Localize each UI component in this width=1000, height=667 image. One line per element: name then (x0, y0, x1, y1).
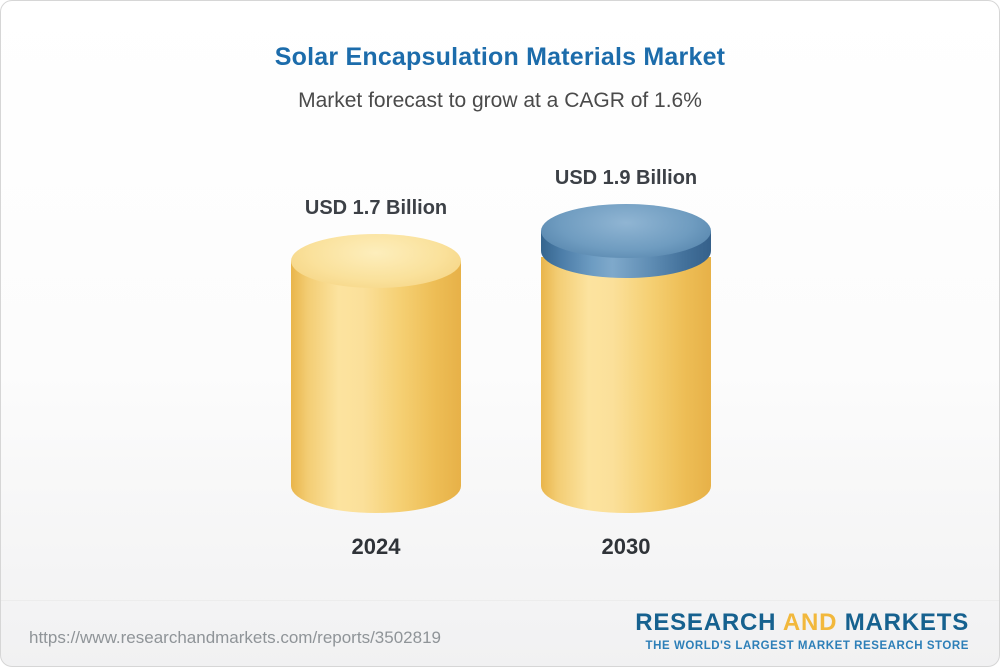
brand-tagline: THE WORLD'S LARGEST MARKET RESEARCH STOR… (645, 640, 969, 652)
axis-label-2024: 2024 (351, 534, 401, 559)
brand-wordmark: RESEARCH AND MARKETS (635, 609, 969, 637)
cylinder-2030-top (541, 204, 711, 258)
report-url-link[interactable]: https://www.researchandmarkets.com/repor… (29, 628, 441, 647)
axis-label-2030: 2030 (601, 534, 651, 559)
footer: https://www.researchandmarkets.com/repor… (1, 600, 999, 666)
brand-word-markets: MARKETS (844, 609, 969, 636)
cylinder-2030-body (541, 257, 711, 513)
value-label-2030: USD 1.9 Billion (554, 167, 698, 189)
page-title: Solar Encapsulation Materials Market (274, 43, 726, 71)
page-subtitle: Market forecast to grow at a CAGR of 1.6… (298, 89, 702, 112)
value-label-2024: USD 1.7 Billion (304, 197, 448, 219)
brand-word-research: RESEARCH (635, 609, 777, 636)
cylinder-2024-top (291, 234, 461, 288)
cylinder-2024-body (291, 261, 461, 513)
brand-logo: RESEARCH AND MARKETS THE WORLD'S LARGEST… (635, 609, 969, 652)
brand-word-and: AND (782, 609, 838, 636)
